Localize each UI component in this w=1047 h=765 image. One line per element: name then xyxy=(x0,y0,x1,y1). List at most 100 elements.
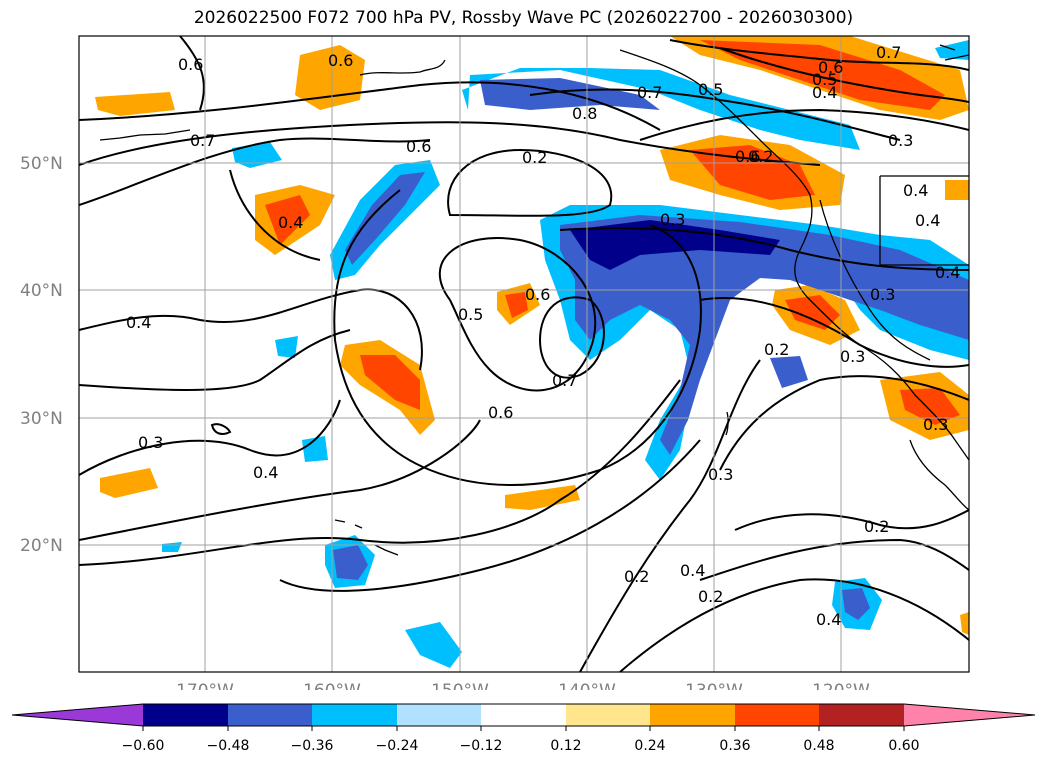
anomaly-patch xyxy=(333,545,368,580)
contour-label: 0.4 xyxy=(816,610,841,629)
colorbar-label: 0.36 xyxy=(719,738,750,754)
contour-label: 0.6 xyxy=(328,51,353,70)
colorbar-swatches xyxy=(12,704,1035,726)
contour-line xyxy=(579,359,761,672)
lon-label: 130°W xyxy=(685,681,743,690)
coastline xyxy=(819,199,931,361)
contour-label: 0.3 xyxy=(660,210,685,229)
contour-label: 0.3 xyxy=(923,415,948,434)
chart-title: 2026022500 F072 700 hPa PV, Rossby Wave … xyxy=(193,8,854,28)
anomaly-patch xyxy=(302,436,328,462)
contour-label: 0.3 xyxy=(888,131,913,150)
contour-line xyxy=(79,419,481,541)
anomaly-patch xyxy=(100,468,158,498)
map-panel: 0.6 0.6 0.7 0.6 0.8 0.7 0.5 0.6 0.5 0.4 … xyxy=(20,35,970,690)
contour-label: 0.3 xyxy=(840,347,865,366)
contour-label: 0.5 xyxy=(458,305,483,324)
contour-label: 0.2 xyxy=(624,567,649,586)
contour-label: 0.2 xyxy=(864,517,889,536)
contour-line xyxy=(529,88,901,141)
contour-label: 0.4 xyxy=(278,213,303,232)
anomaly-patch xyxy=(95,92,175,116)
anomaly-patch xyxy=(690,145,815,200)
contour-line xyxy=(210,423,232,435)
contour-line xyxy=(639,108,969,141)
contour-label: 0.5 xyxy=(698,80,723,99)
colorbar-ticks xyxy=(142,726,905,731)
colorbar-label: 0.48 xyxy=(803,738,834,754)
contour-label: 0.6 xyxy=(818,58,843,77)
negative-anomaly-shading xyxy=(162,40,969,668)
colorbar-swatch xyxy=(566,704,650,726)
contour-label: 0.2 xyxy=(748,147,773,166)
lat-label: 30°N xyxy=(20,409,63,429)
contour-line xyxy=(229,169,321,261)
anomaly-patch xyxy=(560,215,969,455)
contour-line xyxy=(438,237,597,392)
lon-label: 140°W xyxy=(558,681,616,690)
coastline xyxy=(99,129,191,141)
lon-label: 120°W xyxy=(812,681,870,690)
colorbar-label: −0.24 xyxy=(376,738,419,754)
contour-line xyxy=(79,288,423,371)
colorbar-label: −0.12 xyxy=(460,738,503,754)
contour-labels: 0.6 0.6 0.7 0.6 0.8 0.7 0.5 0.6 0.5 0.4 … xyxy=(126,43,960,629)
contour-label: 0.4 xyxy=(915,211,940,230)
anomaly-patch xyxy=(505,485,580,510)
anomaly-patch xyxy=(232,142,282,168)
contour-line xyxy=(79,137,431,206)
colorbar-swatch xyxy=(397,704,481,726)
lon-label: 150°W xyxy=(431,681,489,690)
colorbar-swatch xyxy=(312,704,397,726)
coastline xyxy=(334,519,399,556)
lon-label: 170°W xyxy=(176,681,234,690)
contour-label: 0.2 xyxy=(698,587,723,606)
contour-label: 0.3 xyxy=(138,433,163,452)
anomaly-patch xyxy=(360,355,420,410)
contour-label: 0.6 xyxy=(406,137,431,156)
contour-label: 0.7 xyxy=(190,131,215,150)
contour-label: 0.7 xyxy=(552,371,577,390)
graticule xyxy=(79,36,969,672)
contour-label: 0.7 xyxy=(637,83,662,102)
contour-label: 0.2 xyxy=(764,340,789,359)
colorbar-swatch xyxy=(650,704,735,726)
colorbar-label: 0.24 xyxy=(634,738,665,754)
coastline xyxy=(909,439,969,511)
contour-label: 0.6 xyxy=(488,403,513,422)
contour-line xyxy=(538,296,605,379)
colorbar-swatch xyxy=(228,704,312,726)
longitude-labels: 170°W 160°W 150°W 140°W 130°W 120°W xyxy=(176,681,870,690)
contour-line xyxy=(719,47,969,103)
coastlines xyxy=(99,44,969,556)
contour-line xyxy=(734,509,969,531)
coastline xyxy=(725,411,729,436)
contour-label: 0.6 xyxy=(178,55,203,74)
contour-label: 0.4 xyxy=(812,83,837,102)
coastline xyxy=(939,44,969,61)
anomaly-patch xyxy=(960,612,969,635)
contour-line xyxy=(719,375,969,471)
contour-label: 0.3 xyxy=(870,285,895,304)
contour-line xyxy=(619,578,969,672)
anomaly-patch xyxy=(770,356,808,388)
coastline xyxy=(879,176,969,266)
anomaly-patch xyxy=(265,195,310,245)
anomaly-patch xyxy=(945,180,969,200)
colorbar-swatch xyxy=(12,704,143,726)
contour-label: 0.4 xyxy=(680,561,705,580)
contour-line xyxy=(447,148,613,217)
contour-label: 0.7 xyxy=(876,43,901,62)
contour-line xyxy=(79,121,821,166)
anomaly-patch xyxy=(405,622,462,668)
colorbar-swatch xyxy=(735,704,819,726)
contour-label: 0.5 xyxy=(812,70,837,89)
contour-line xyxy=(79,81,661,131)
colorbar-label: −0.36 xyxy=(291,738,334,754)
coastline xyxy=(359,59,446,76)
colorbar-label: 0.60 xyxy=(888,738,919,754)
latitude-labels: 50°N 40°N 30°N 20°N xyxy=(20,154,63,556)
colorbar-swatch xyxy=(481,704,566,726)
colorbar-swatch xyxy=(819,704,904,726)
contour-label: 0.4 xyxy=(935,263,960,282)
